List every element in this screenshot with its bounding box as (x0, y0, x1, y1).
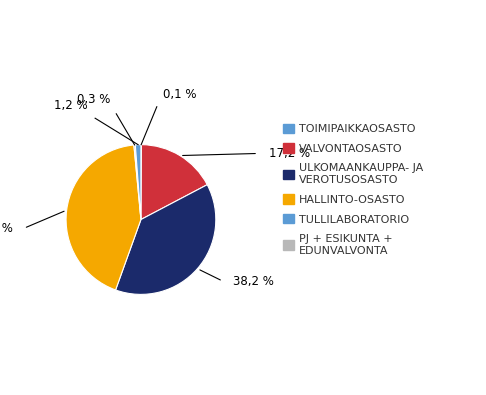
Wedge shape (141, 145, 207, 220)
Wedge shape (134, 145, 141, 220)
Wedge shape (116, 185, 216, 294)
Text: 43,0 %: 43,0 % (0, 222, 13, 235)
Wedge shape (135, 145, 141, 220)
Text: 0,3 %: 0,3 % (77, 93, 110, 106)
Text: 38,2 %: 38,2 % (233, 275, 274, 288)
Wedge shape (66, 145, 141, 290)
Text: 0,1 %: 0,1 % (163, 88, 196, 101)
Text: 1,2 %: 1,2 % (54, 98, 88, 111)
Text: 17,2 %: 17,2 % (269, 147, 310, 160)
Legend: TOIMIPAIKKAOSASTO, VALVONTAOSASTO, ULKOMAANKAUPPA- JA
VEROTUSOSASTO, HALLINTO-OS: TOIMIPAIKKAOSASTO, VALVONTAOSASTO, ULKOM… (282, 124, 423, 256)
